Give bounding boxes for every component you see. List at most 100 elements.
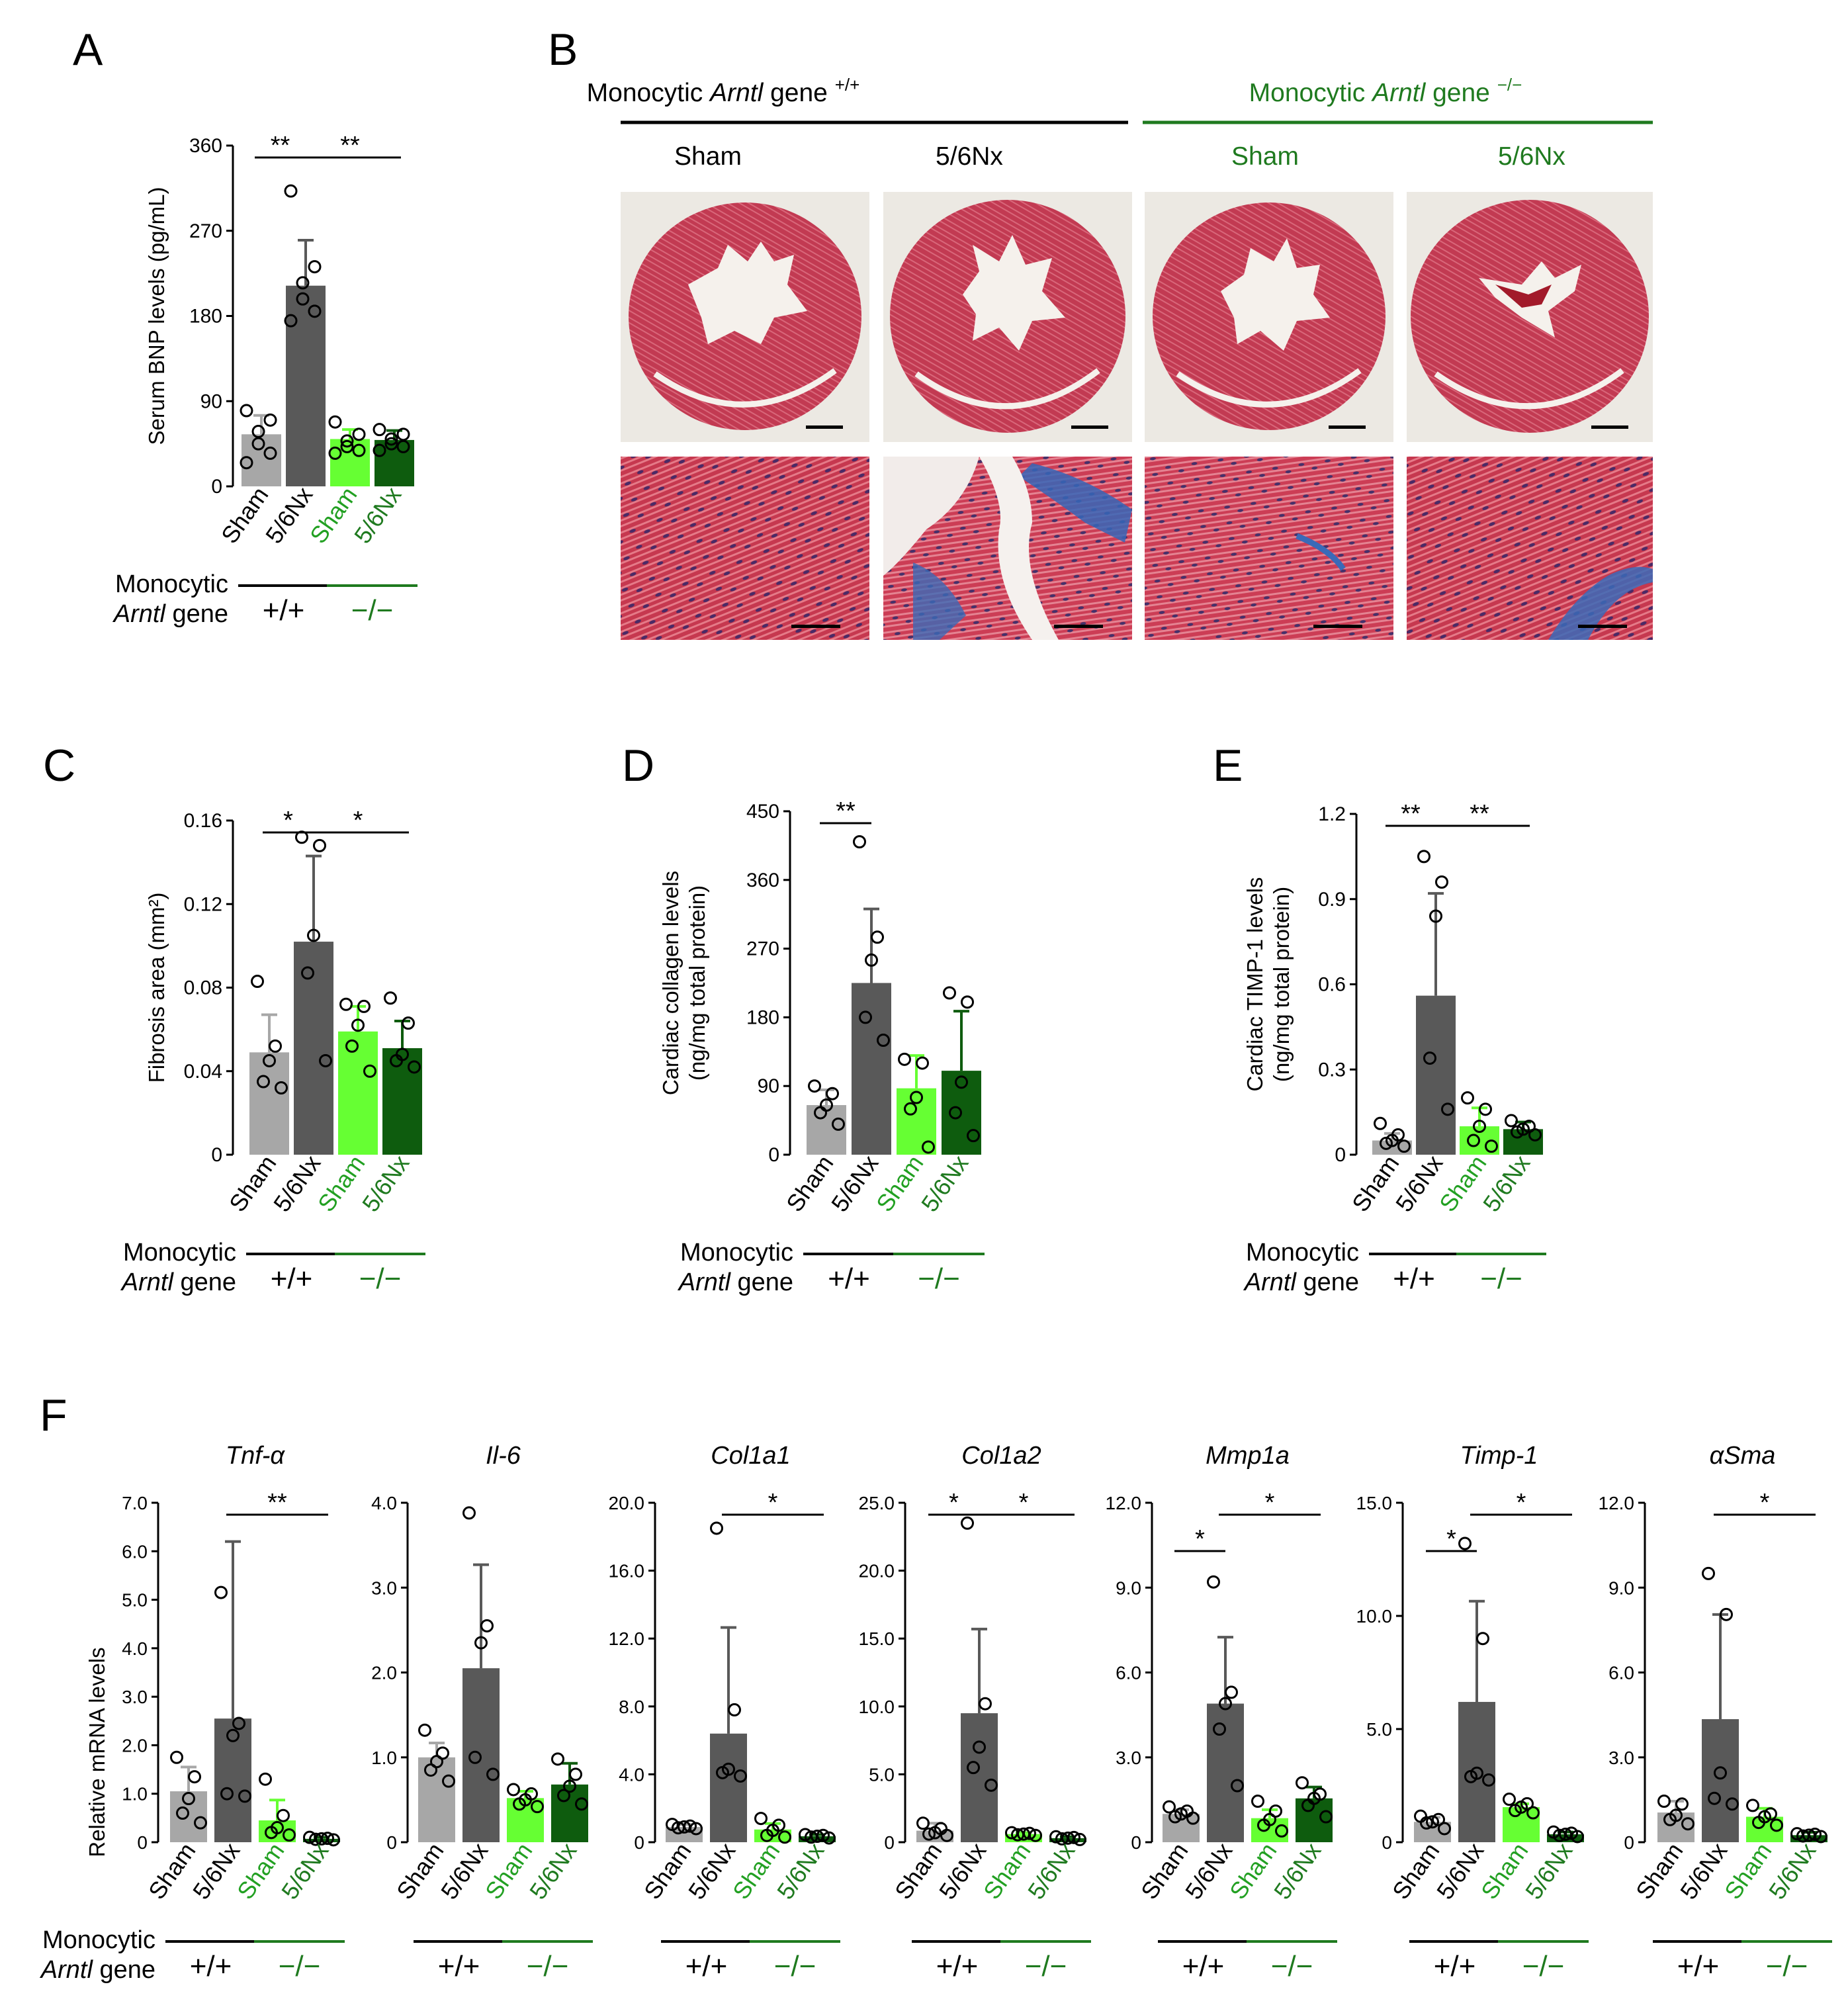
data-point (672, 1821, 685, 1835)
bar-2 (1251, 1818, 1288, 1842)
significance-label: ** (836, 797, 856, 825)
data-point (1770, 1818, 1783, 1832)
data-point (1461, 1091, 1474, 1105)
data-point (1526, 1806, 1540, 1820)
significance-label: * (1760, 1489, 1770, 1517)
data-point (1435, 875, 1448, 889)
category-label: 5/6Nx (357, 1150, 415, 1217)
y-tick-label: 0.16 (184, 810, 222, 832)
data-point (1482, 1773, 1495, 1787)
gene-title: Il-6 (486, 1442, 521, 1470)
data-point (480, 1619, 494, 1632)
data-point (760, 1828, 773, 1842)
heart-section-sham-ko (1145, 192, 1393, 442)
data-point (1528, 1128, 1542, 1141)
genotype-caption-line1: Monocytic (42, 1926, 155, 1954)
y-tick-label: 90 (200, 390, 222, 412)
data-point (569, 1767, 582, 1781)
y-tick-label: 0 (634, 1832, 644, 1853)
data-point (373, 443, 386, 457)
data-point (313, 838, 326, 852)
data-point (418, 1723, 431, 1737)
data-point (283, 1828, 296, 1842)
y-tick-label: 0 (1335, 1144, 1346, 1166)
genotype-wt: +/+ (1434, 1950, 1476, 1983)
genotype-caption-line1: Monocytic (1246, 1239, 1359, 1267)
data-point (352, 427, 366, 441)
data-point (194, 1816, 207, 1830)
y-tick-label: 3.0 (371, 1578, 397, 1598)
data-point (1796, 1829, 1810, 1843)
significance-label: * (283, 807, 293, 834)
data-point (985, 1778, 998, 1792)
category-label: 5/6Nx (1268, 1838, 1327, 1904)
gene-title: Col1a1 (711, 1442, 790, 1470)
bar-2 (338, 1031, 378, 1155)
data-point (340, 439, 354, 453)
category-label: Sham (312, 1150, 371, 1217)
data-point (859, 1010, 872, 1024)
data-point (943, 986, 956, 1000)
tissue-zoom-sham-ko (1145, 457, 1393, 640)
panel-letter-f: F (40, 1390, 67, 1441)
y-tick-label: 5.0 (122, 1590, 148, 1611)
panel-letter-a: A (73, 24, 103, 75)
data-point (188, 1770, 201, 1784)
y-axis-label: Fibrosis area (mm²) (144, 893, 169, 1083)
data-point (1055, 1832, 1069, 1846)
y-tick-label: 5.0 (869, 1764, 895, 1785)
category-label: 5/6Nx (268, 1150, 326, 1217)
data-point (949, 1106, 962, 1120)
data-point (327, 1833, 340, 1847)
category-label: Sham (1224, 1838, 1282, 1904)
data-point (1509, 1804, 1522, 1818)
data-point (1476, 1632, 1489, 1646)
data-point (486, 1767, 500, 1781)
y-axis-label: (ng/mg total protein) (1269, 887, 1294, 1082)
data-point (263, 1053, 276, 1067)
data-point (251, 437, 265, 451)
data-point (922, 1827, 936, 1841)
y-tick-label: 0 (1382, 1832, 1392, 1853)
data-point (345, 1039, 359, 1053)
y-tick-label: 10.0 (859, 1697, 895, 1717)
category-label: 5/6Nx (524, 1838, 582, 1904)
y-tick-label: 450 (746, 801, 779, 823)
category-label: 5/6Nx (934, 1838, 992, 1904)
data-point (716, 1765, 729, 1779)
genotype-caption-line2: Arntl gene (1243, 1269, 1359, 1296)
genotype-caption-line2: Arntl gene (120, 1269, 236, 1296)
genotype-caption-line2: Arntl gene (112, 600, 228, 628)
data-point (871, 930, 884, 944)
data-point (259, 1772, 272, 1786)
data-point (805, 1830, 818, 1844)
data-point (328, 446, 342, 460)
category-label: 5/6Nx (1180, 1838, 1238, 1904)
y-tick-label: 12.0 (1106, 1493, 1142, 1513)
category-label: Sham (978, 1838, 1036, 1904)
data-point (396, 427, 410, 441)
y-tick-label: 3.0 (1608, 1748, 1634, 1768)
category-label: Sham (1135, 1838, 1194, 1904)
data-point (309, 1832, 322, 1846)
data-point (319, 1053, 332, 1067)
gene-suffix: gene (165, 600, 228, 628)
data-point (1432, 1812, 1445, 1826)
genotype-wt: +/+ (1182, 1950, 1225, 1983)
genotype-wt: +/+ (263, 594, 305, 627)
data-point (1702, 1566, 1715, 1580)
chart-f5: Mmp1a03.06.09.012.0**Sham5/6NxSham5/6Nx+… (1106, 1442, 1337, 1983)
y-tick-label: 9.0 (1608, 1578, 1634, 1598)
genotype-caption-line2: Arntl gene (40, 1956, 155, 1984)
panel-letter-d: D (622, 740, 654, 791)
gene-title: Tnf-α (226, 1442, 286, 1470)
data-point (904, 1102, 917, 1116)
category-label: Sham (391, 1838, 449, 1904)
data-point (1420, 1816, 1433, 1830)
y-tick-label: 6.0 (122, 1541, 148, 1562)
gene-title: αSma (1710, 1442, 1776, 1470)
data-point (557, 1789, 570, 1803)
genotype-ko: −/− (359, 1263, 402, 1295)
significance-label: * (1195, 1525, 1205, 1553)
